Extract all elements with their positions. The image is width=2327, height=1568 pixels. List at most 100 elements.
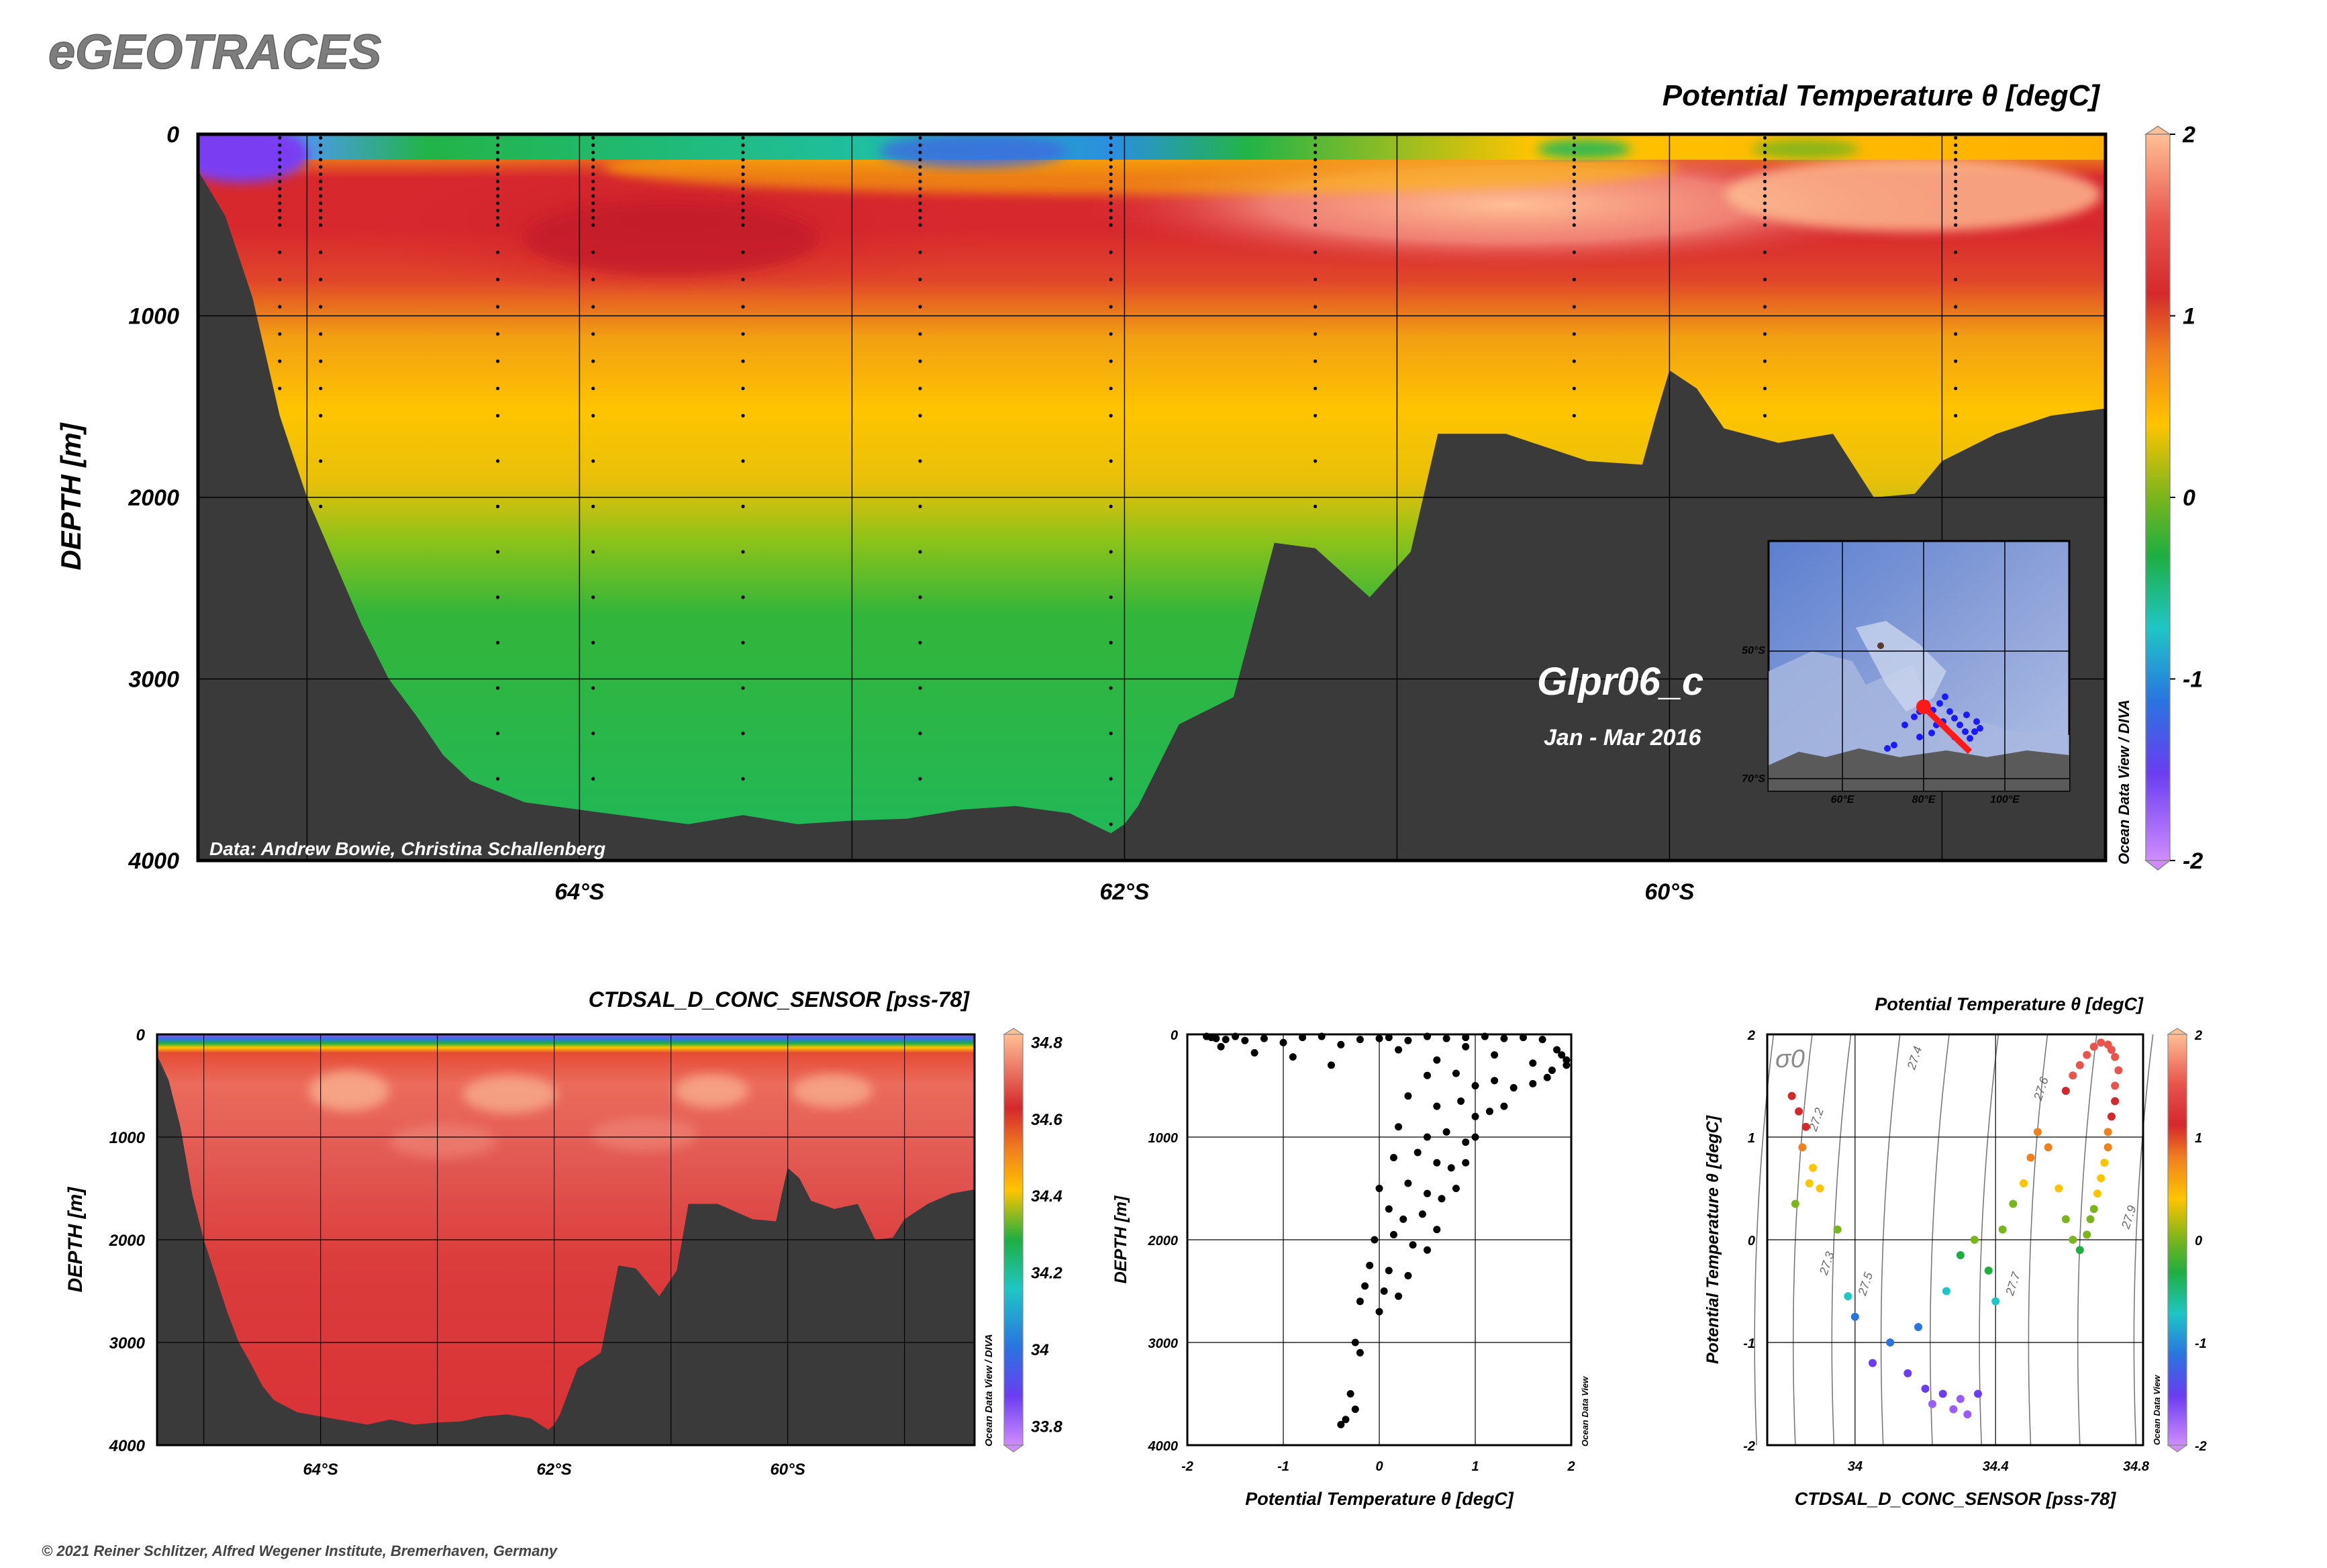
- profile-y-tick-label: 2000: [1148, 1234, 1179, 1248]
- profile-point: [1212, 1034, 1220, 1042]
- station-sample-dot: [1314, 143, 1318, 147]
- station-sample-dot: [278, 179, 282, 183]
- station-sample-dot: [591, 215, 595, 220]
- station-sample-dot: [1763, 209, 1767, 213]
- profile-point: [1389, 1230, 1397, 1238]
- station-sample-dot: [741, 387, 745, 391]
- ts-colorbar-tick-label: -2: [2195, 1439, 2207, 1454]
- profile-point: [1342, 1416, 1350, 1424]
- ts-point: [2086, 1215, 2095, 1224]
- profile-point: [1452, 1069, 1460, 1077]
- station-sample-dot: [1314, 201, 1318, 205]
- profile-point: [1424, 1246, 1431, 1254]
- profile-point: [1389, 1154, 1397, 1162]
- ts-point: [2069, 1236, 2077, 1244]
- station-sample-dot: [591, 136, 595, 140]
- profile-plot: 0 1000 2000 3000 4000 -2 -1 0 1 2 Potential Temp…: [1111, 1028, 1590, 1509]
- station-sample-dot: [1572, 305, 1576, 309]
- profile-point: [1471, 1133, 1479, 1141]
- profile-point: [1442, 1128, 1450, 1136]
- profile-point: [1385, 1267, 1393, 1275]
- profile-point: [1375, 1308, 1383, 1316]
- station-sample-dot: [496, 165, 500, 169]
- profile-point: [1414, 1148, 1422, 1157]
- profile-point: [1356, 1297, 1364, 1306]
- station-sample-dot: [278, 201, 282, 205]
- inset-map-lon-2: 80°E: [1912, 794, 1936, 805]
- station-sample-dot: [278, 359, 282, 363]
- profile-point: [1543, 1073, 1551, 1081]
- station-sample-dot: [1314, 459, 1318, 463]
- profile-point: [1299, 1034, 1307, 1042]
- station-sample-dot: [1314, 215, 1318, 220]
- ts-point: [1798, 1143, 1807, 1152]
- station-sample-dot: [1763, 277, 1767, 281]
- station-sample-dot: [741, 150, 745, 154]
- station-sample-dot: [1314, 223, 1318, 227]
- station-sample-dot: [918, 640, 922, 645]
- station-sample-dot: [1109, 165, 1113, 169]
- station-sample-dot: [1314, 332, 1318, 336]
- station-sample-dot: [496, 215, 500, 220]
- profile-point: [1337, 1420, 1345, 1428]
- station-sample-dot: [1109, 822, 1113, 826]
- ts-point: [2100, 1159, 2109, 1167]
- ts-point: [1956, 1395, 1965, 1404]
- main-y-tick-label: 1000: [128, 304, 179, 330]
- cruise-dates: Jan - Mar 2016: [1544, 725, 1701, 750]
- profile-point: [1371, 1236, 1379, 1244]
- station-sample-dot: [741, 332, 745, 336]
- ts-y-tick-label: -1: [1743, 1336, 1755, 1351]
- station-sample-dot: [496, 550, 500, 554]
- ts-point: [2009, 1199, 2018, 1208]
- profile-point: [1232, 1032, 1239, 1040]
- main-colorbar-tick-label: 2: [2182, 122, 2195, 148]
- ts-point: [1844, 1292, 1852, 1301]
- profile-point: [1351, 1338, 1359, 1346]
- ts-point: [1903, 1369, 1912, 1377]
- station-sample-dot: [1763, 179, 1767, 183]
- station-sample-dot: [1109, 459, 1113, 463]
- station-sample-dot: [591, 413, 595, 418]
- inset-map-lat-top: 50°S: [1742, 645, 1765, 656]
- station-sample-dot: [496, 172, 500, 177]
- station-sample-dot: [741, 305, 745, 309]
- station-sample-dot: [741, 209, 745, 213]
- profile-point: [1385, 1205, 1393, 1213]
- ts-plot-ylabel: Potential Temperature θ [degC]: [1703, 1114, 1722, 1364]
- station-sample-dot: [1109, 413, 1113, 418]
- profile-point: [1404, 1272, 1412, 1280]
- station-sample-dot: [1109, 172, 1113, 177]
- station-sample-dot: [741, 143, 745, 147]
- station-sample-dot: [918, 172, 922, 177]
- profile-point: [1471, 1082, 1479, 1089]
- station-sample-dot: [1763, 172, 1767, 177]
- station-sample-dot: [496, 305, 500, 309]
- station-sample-dot: [741, 777, 745, 781]
- main-x-tick-label: 60°S: [1644, 879, 1694, 905]
- profile-x-tick-label: 1: [1471, 1459, 1479, 1474]
- salinity-section-odv-credit: Ocean Data View / DIVA: [983, 1334, 995, 1447]
- profile-point: [1346, 1390, 1354, 1398]
- main-y-tick-label: 0: [166, 122, 179, 148]
- station-sample-dot: [591, 194, 595, 198]
- station-sample-dot: [918, 179, 922, 183]
- ts-point: [2111, 1052, 2120, 1061]
- ts-point: [1886, 1338, 1895, 1346]
- profile-point: [1356, 1349, 1364, 1357]
- ts-point: [1921, 1384, 1930, 1393]
- salinity-y-tick-label: 0: [136, 1026, 146, 1044]
- station-sample-dot: [1954, 165, 1958, 169]
- station-sample-dot: [496, 209, 500, 213]
- station-sample-dot: [741, 201, 745, 205]
- station-sample-dot: [918, 332, 922, 336]
- station-sample-dot: [1954, 359, 1958, 363]
- station-sample-dot: [1763, 250, 1767, 254]
- station-sample-dot: [1954, 172, 1958, 177]
- main-section-frame: [196, 132, 2108, 863]
- station-sample-dot: [319, 504, 323, 509]
- profile-point: [1500, 1102, 1508, 1110]
- ts-plot: Potential Temperature θ [degC] 27.2 27.3 2…: [1703, 994, 2207, 1509]
- station-sample-dot: [591, 209, 595, 213]
